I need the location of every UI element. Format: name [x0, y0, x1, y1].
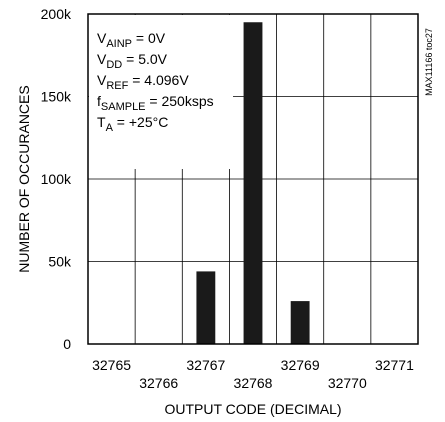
plot-frame: [87, 13, 419, 345]
x-tick-label: 32765: [92, 357, 131, 373]
x-tick-label: 32769: [281, 357, 320, 373]
chart-bars: [196, 22, 310, 344]
bar-32767: [196, 271, 216, 344]
figure-code: MAX11166 toc27: [424, 28, 434, 96]
x-tick-label: 32768: [234, 375, 273, 391]
x-tick-label: 32771: [375, 357, 414, 373]
y-tick-label: 0: [63, 336, 71, 352]
condition-line: VDD = 5.0V: [97, 51, 168, 71]
x-axis-label: OUTPUT CODE (DECIMAL): [164, 401, 341, 417]
y-tick-label: 100k: [41, 171, 72, 187]
x-tick-label: 32770: [328, 375, 367, 391]
condition-line: VAINP = 0V: [97, 30, 166, 50]
condition-line: VREF = 4.096V: [97, 72, 189, 92]
chart-tick-labels: 0 50k 100k 150k 200k 32765 32766 32767 32768 3276…: [41, 6, 414, 391]
bar-32769: [290, 301, 310, 344]
conditions-background: [89, 15, 233, 169]
y-tick-label: 50k: [48, 254, 72, 270]
condition-line: TA = +25°C: [97, 114, 168, 134]
bar-32768: [243, 22, 263, 344]
y-tick-label: 200k: [41, 6, 72, 22]
condition-line: fSAMPLE = 250ksps: [97, 93, 214, 113]
x-tick-label: 32766: [139, 375, 178, 391]
y-axis-label: NUMBER OF OCCURANCES: [16, 85, 32, 272]
x-tick-label: 32767: [186, 357, 225, 373]
y-tick-label: 150k: [41, 89, 72, 105]
